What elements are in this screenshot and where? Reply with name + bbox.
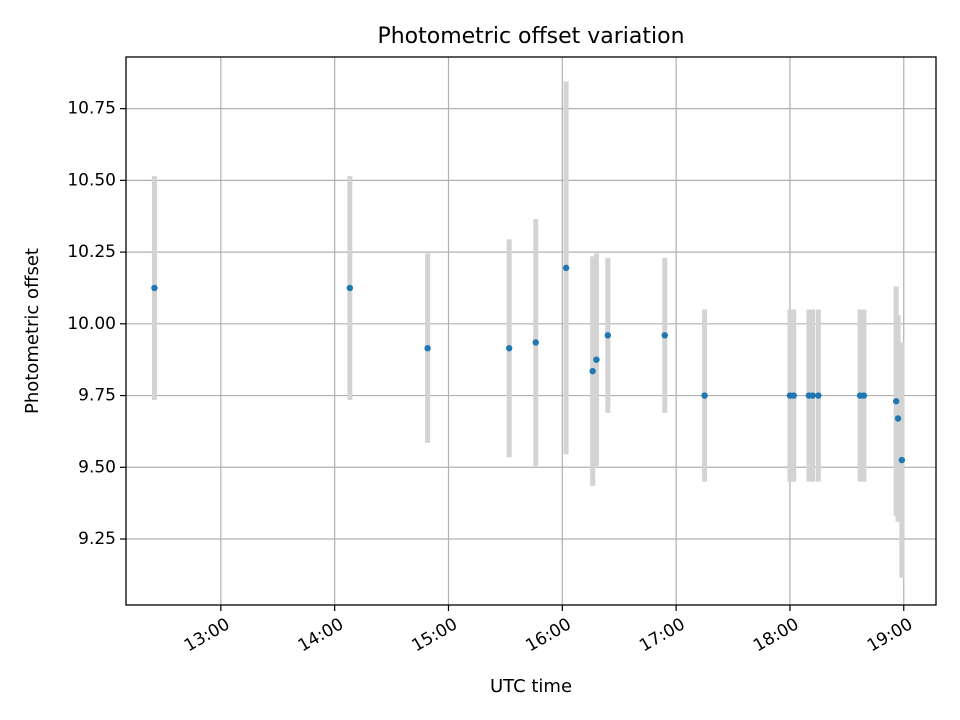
- plot-frame: [125, 56, 937, 606]
- data-point: [860, 392, 868, 399]
- data-point: [151, 284, 158, 292]
- data-points: [151, 264, 906, 464]
- data-point: [701, 392, 708, 399]
- y-tick-label: 9.25: [78, 529, 116, 549]
- data-point: [589, 367, 596, 375]
- y-tick-label: 10.50: [67, 170, 116, 190]
- data-point: [661, 332, 668, 339]
- data-point: [562, 264, 570, 272]
- chart-title: Photometric offset variation: [377, 24, 684, 49]
- x-axis-label: UTC time: [490, 676, 572, 697]
- data-point: [892, 398, 900, 405]
- data-point: [593, 356, 600, 363]
- y-axis-label: Photometric offset: [22, 248, 43, 414]
- y-axis-ticks: 9.25 9.50 9.75 10.00 10.25 10.50 10.75: [67, 99, 126, 549]
- y-tick-label: 10.25: [67, 242, 116, 262]
- y-tick-label: 10.00: [67, 314, 116, 334]
- y-tick-label: 9.50: [78, 457, 116, 477]
- data-point: [532, 339, 539, 346]
- data-point: [894, 415, 902, 422]
- data-point: [898, 456, 906, 464]
- y-tick-label: 9.75: [78, 386, 116, 406]
- y-tick-label: 10.75: [67, 99, 116, 119]
- data-point: [424, 345, 431, 352]
- data-point: [809, 392, 816, 399]
- data-point: [790, 392, 797, 399]
- grid-lines: [126, 57, 936, 605]
- data-point: [505, 345, 513, 352]
- data-point: [604, 332, 612, 339]
- data-point: [815, 392, 822, 399]
- data-point: [346, 284, 354, 292]
